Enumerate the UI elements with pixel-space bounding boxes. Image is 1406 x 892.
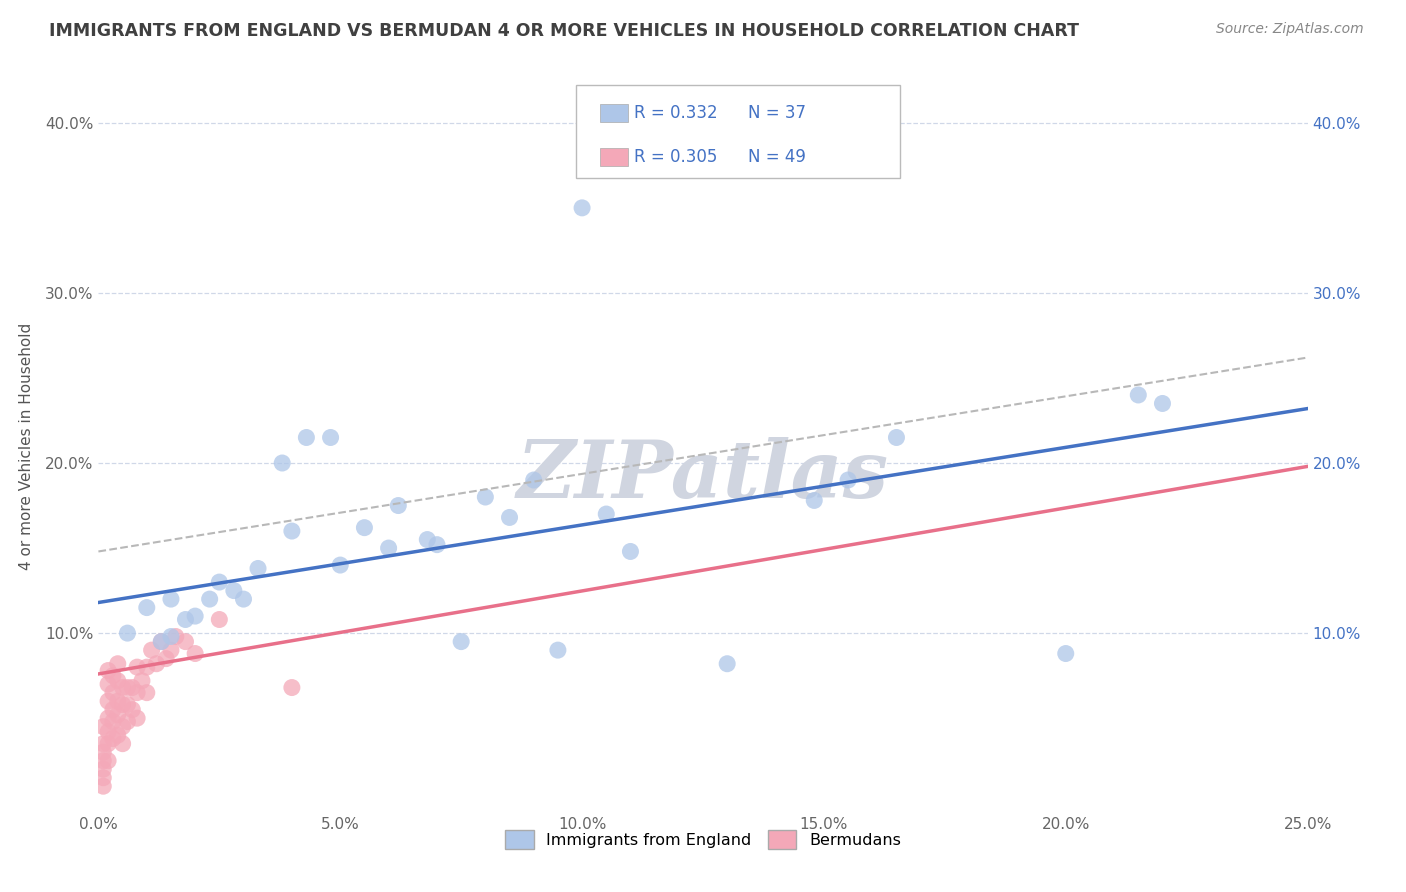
Point	[1128, 388, 1150, 402]
Point	[91, 720, 114, 734]
Point	[97, 694, 120, 708]
Point	[271, 456, 294, 470]
Point	[377, 541, 399, 555]
Point	[101, 686, 124, 700]
Point	[619, 544, 641, 558]
Point	[135, 600, 157, 615]
Point	[208, 613, 231, 627]
Text: IMMIGRANTS FROM ENGLAND VS BERMUDAN 4 OR MORE VEHICLES IN HOUSEHOLD CORRELATION : IMMIGRANTS FROM ENGLAND VS BERMUDAN 4 OR…	[49, 22, 1080, 40]
Point	[803, 493, 825, 508]
Point	[107, 657, 129, 671]
Point	[107, 694, 129, 708]
Point	[121, 681, 143, 695]
Point	[101, 731, 124, 746]
Point	[97, 664, 120, 678]
Point	[222, 583, 245, 598]
Point	[281, 524, 304, 538]
Point	[107, 673, 129, 688]
Point	[135, 686, 157, 700]
Text: N = 49: N = 49	[748, 148, 806, 166]
Point	[91, 745, 114, 759]
Point	[498, 510, 520, 524]
Point	[150, 634, 173, 648]
Point	[121, 703, 143, 717]
Point	[474, 490, 496, 504]
Point	[91, 737, 114, 751]
Point	[117, 698, 139, 712]
Point	[91, 754, 114, 768]
Point	[97, 737, 120, 751]
Point	[107, 728, 129, 742]
Point	[91, 771, 114, 785]
Point	[111, 681, 134, 695]
Point	[117, 626, 139, 640]
Point	[232, 592, 254, 607]
Point	[111, 720, 134, 734]
Point	[1054, 647, 1077, 661]
Point	[101, 714, 124, 729]
Point	[97, 677, 120, 691]
Point	[716, 657, 738, 671]
Point	[547, 643, 569, 657]
Point	[131, 673, 153, 688]
Point	[426, 538, 449, 552]
Point	[127, 711, 149, 725]
Text: ZIPatlas: ZIPatlas	[517, 436, 889, 514]
Point	[571, 201, 593, 215]
Point	[111, 737, 134, 751]
Point	[184, 647, 207, 661]
Point	[198, 592, 221, 607]
Text: Source: ZipAtlas.com: Source: ZipAtlas.com	[1216, 22, 1364, 37]
Point	[165, 630, 187, 644]
Point	[135, 660, 157, 674]
Point	[247, 561, 270, 575]
Point	[523, 473, 546, 487]
Point	[97, 724, 120, 739]
Point	[127, 660, 149, 674]
Point	[101, 703, 124, 717]
Point	[107, 707, 129, 722]
Point	[353, 521, 375, 535]
Point	[117, 714, 139, 729]
Point	[150, 634, 173, 648]
Point	[174, 634, 197, 648]
Point	[329, 558, 352, 572]
Point	[319, 430, 342, 444]
Point	[1152, 396, 1174, 410]
Point	[160, 592, 183, 607]
Point	[97, 754, 120, 768]
Point	[91, 779, 114, 793]
Point	[127, 686, 149, 700]
Legend: Immigrants from England, Bermudans: Immigrants from England, Bermudans	[499, 823, 907, 855]
Text: R = 0.332: R = 0.332	[634, 104, 717, 122]
Point	[837, 473, 859, 487]
Point	[117, 681, 139, 695]
Point	[155, 651, 177, 665]
Point	[91, 762, 114, 776]
Text: N = 37: N = 37	[748, 104, 806, 122]
Point	[111, 698, 134, 712]
Point	[160, 630, 183, 644]
Point	[101, 668, 124, 682]
Point	[281, 681, 304, 695]
Point	[208, 575, 231, 590]
Point	[174, 613, 197, 627]
Point	[387, 499, 409, 513]
Point	[145, 657, 167, 671]
Point	[416, 533, 439, 547]
Y-axis label: 4 or more Vehicles in Household: 4 or more Vehicles in Household	[18, 322, 34, 570]
Point	[97, 711, 120, 725]
Point	[595, 507, 617, 521]
Text: R = 0.305: R = 0.305	[634, 148, 717, 166]
Point	[886, 430, 908, 444]
Point	[160, 643, 183, 657]
Point	[450, 634, 472, 648]
Point	[141, 643, 163, 657]
Point	[295, 430, 318, 444]
Point	[184, 609, 207, 624]
